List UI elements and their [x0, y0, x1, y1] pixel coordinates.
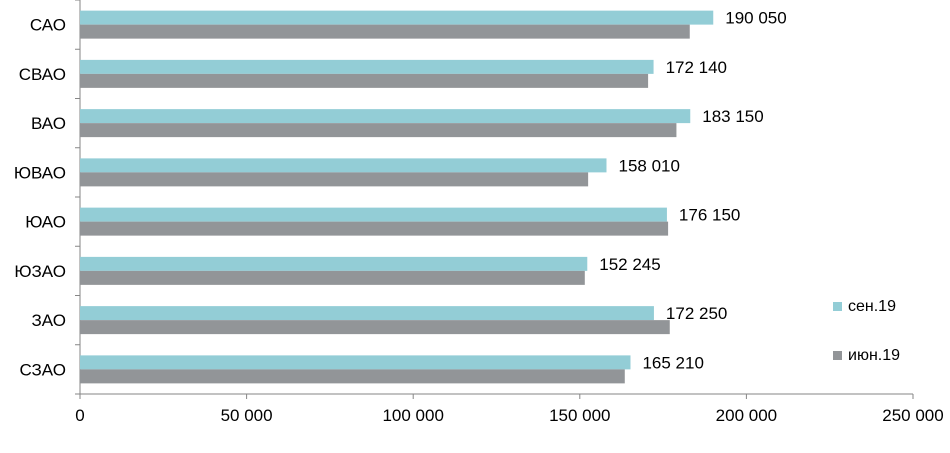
category-label: САО	[30, 16, 66, 35]
bar-jun19	[80, 221, 669, 236]
data-label-sep19: 172 140	[666, 58, 727, 77]
bar-sep19	[80, 207, 667, 222]
bar-jun19	[80, 369, 625, 384]
bar-jun19	[80, 270, 585, 285]
data-label-sep19: 158 010	[618, 156, 679, 175]
data-label-sep19: 176 150	[679, 206, 740, 225]
bar-sep19	[80, 355, 631, 370]
x-tick-label: 200 000	[716, 406, 777, 425]
category-label: СВАО	[19, 65, 66, 84]
labels: 0 50 000 100 000 150 000 200 000 250 000 САО 19…	[14, 9, 944, 425]
legend-label: сен.19	[848, 298, 896, 315]
bar-sep19	[80, 59, 654, 74]
legend-label: июн.19	[848, 347, 900, 364]
category-label: ЮАО	[25, 213, 66, 232]
legend-swatch	[833, 351, 842, 360]
x-tick-label: 150 000	[549, 406, 610, 425]
x-tick-label: 50 000	[221, 406, 273, 425]
x-tick-label: 100 000	[382, 406, 443, 425]
x-tick-label: 0	[75, 406, 84, 425]
bar-jun19	[80, 172, 589, 187]
bar-sep19	[80, 10, 714, 25]
x-tick-label: 250 000	[882, 406, 943, 425]
category-label: ВАО	[31, 114, 66, 133]
data-label-sep19: 183 150	[702, 107, 763, 126]
category-label: ЮВАО	[14, 163, 66, 182]
category-label: СЗАО	[19, 360, 66, 379]
legend-swatch	[833, 302, 842, 311]
bar-sep19	[80, 109, 691, 124]
category-label: ЗАО	[32, 311, 66, 330]
data-label-sep19: 190 050	[725, 9, 786, 28]
bar-sep19	[80, 158, 607, 173]
data-label-sep19: 152 245	[599, 255, 660, 274]
bar-jun19	[80, 123, 677, 138]
bar-sep19	[80, 256, 588, 271]
bar-jun19	[80, 320, 670, 335]
bar-jun19	[80, 24, 690, 39]
bar-jun19	[80, 73, 649, 88]
data-label-sep19: 172 250	[666, 304, 727, 323]
axes	[75, 0, 914, 399]
bar-sep19	[80, 306, 654, 321]
legend: сен.19 июн.19	[833, 298, 900, 364]
data-label-sep19: 165 210	[642, 353, 703, 372]
category-label: ЮЗАО	[14, 262, 66, 281]
bars	[80, 10, 714, 384]
